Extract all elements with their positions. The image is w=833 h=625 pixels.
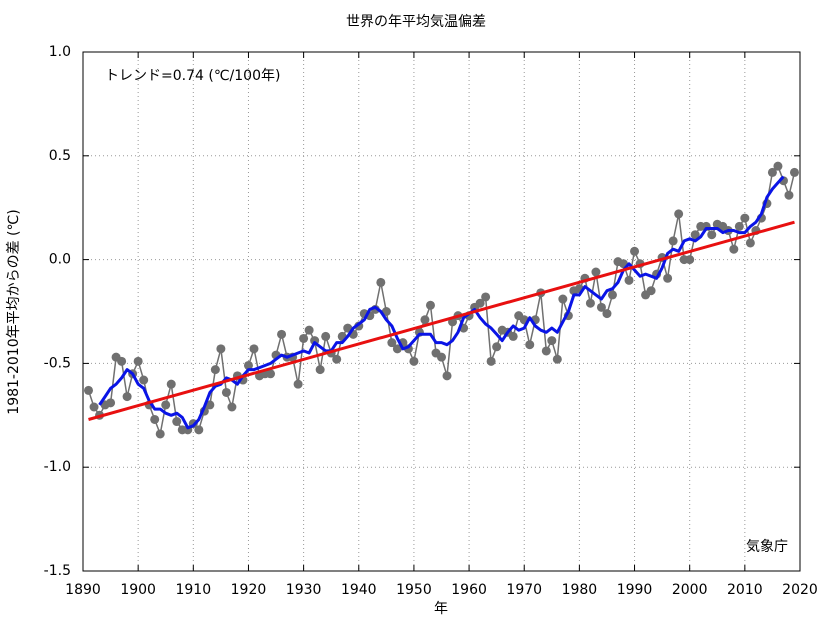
x-tick-label: 1970 [506,582,542,598]
observed-point [442,371,452,381]
observed-point [139,375,149,385]
observed-point [707,230,717,240]
y-tick-label: -0.5 [44,355,71,371]
observed-point [150,414,160,424]
observed-point [789,167,799,177]
observed-point [299,333,309,343]
observed-point [492,342,502,352]
x-tick-label: 2020 [782,582,818,598]
observed-point [161,400,171,410]
observed-point [558,294,568,304]
y-axis-label: 1981-2010年平均からの差 (℃) [6,209,22,414]
observed-point [674,209,684,219]
chart-title: 世界の年平均気温偏差 [346,14,486,30]
observed-point [481,292,491,302]
observed-point [166,379,176,389]
observed-point [387,338,397,348]
trend-line [88,220,795,421]
observed-point [552,354,562,364]
observed-point [172,417,182,427]
observed-point [216,344,226,354]
y-tick-label: -1.5 [44,563,71,579]
observed-point [734,221,744,231]
observed-point [210,365,220,375]
observed-point [646,286,656,296]
observed-point [596,302,606,312]
observed-point [602,309,612,319]
observed-point [117,356,127,366]
observed-point [541,346,551,356]
observed-point [745,238,755,248]
observed-point [437,352,446,362]
moving-average-line [98,175,785,430]
observed-point [293,379,303,389]
x-tick-label: 1920 [231,582,267,598]
observed-point [243,360,253,370]
observed-point [630,246,640,256]
x-tick-label: 1890 [65,582,101,598]
observed-point [740,213,750,223]
x-tick-label: 1900 [120,582,156,598]
x-tick-label: 1960 [451,582,487,598]
trend-annotation: トレンド=0.74 (℃/100年) [105,68,280,84]
observed-point [508,331,518,341]
observed-point [475,298,485,308]
observed-point [321,331,331,341]
x-tick-label: 1980 [562,582,598,598]
observed-point [221,387,231,397]
observed-point [392,344,402,354]
observed-point [690,230,700,240]
plot-frame [82,51,801,572]
observed-point [84,385,94,395]
observed-point [376,277,386,287]
observed-point [525,340,535,350]
observed-point [547,336,557,346]
observed-point [585,298,595,308]
observed-point [381,307,391,316]
x-axis-label: 年 [434,601,448,617]
x-tick-label: 2010 [727,582,763,598]
observed-point [106,398,116,408]
observed-point [249,344,259,354]
observed-point [89,402,99,412]
y-tick-label: 0.5 [49,148,71,164]
observed-point [277,329,287,339]
observed-point [784,190,794,200]
observed-point [685,255,695,265]
observed-point [409,356,419,366]
observed-point [773,161,783,171]
observed-point [663,273,673,283]
observed-point [122,392,132,402]
y-tick-label: 0.0 [49,252,71,268]
observed-point [304,325,314,335]
observed-point [227,402,237,412]
observed-point [332,354,342,364]
observed-point [420,315,430,325]
x-tick-label: 1910 [175,582,211,598]
observed-point [315,365,325,375]
observed-point [205,400,215,410]
observed-point [133,356,143,366]
observed-point [591,267,601,277]
observed-point [194,425,204,435]
observed-point [486,356,496,366]
observed-point [668,236,678,246]
observed-point [266,369,276,379]
x-tick-label: 1930 [286,582,322,598]
observed-point [624,275,634,285]
y-tick-label: -1.0 [44,459,71,475]
observed-point [155,429,165,439]
x-tick-label: 1990 [617,582,653,598]
observed-point [425,300,435,310]
x-tick-label: 1940 [341,582,377,598]
observed-point [729,244,739,254]
x-tick-label: 1950 [396,582,432,598]
observed-point [607,290,617,300]
observed-line [87,165,796,435]
y-tick-label: 1.0 [49,44,71,60]
observed-point [767,167,777,177]
source-label: 気象庁 [746,539,788,555]
x-tick-label: 2000 [672,582,708,598]
